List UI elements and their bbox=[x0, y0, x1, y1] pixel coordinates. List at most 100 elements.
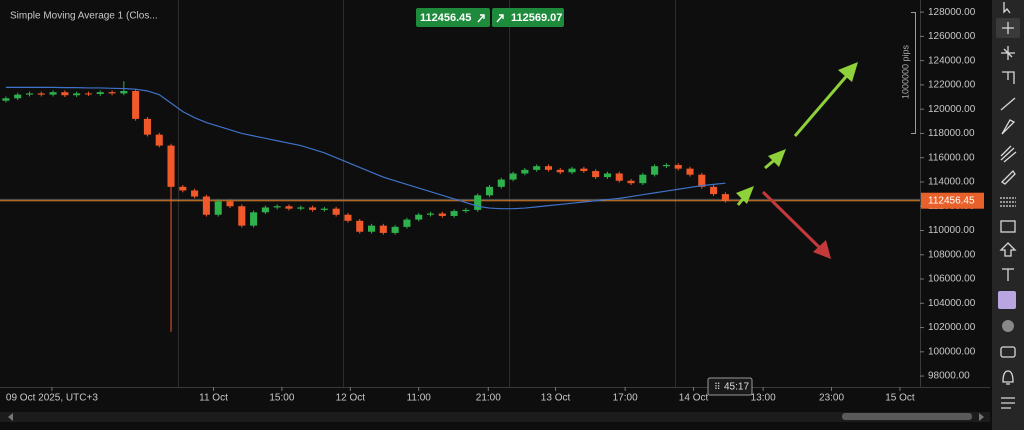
price-tag-bg bbox=[921, 192, 984, 209]
candle-body bbox=[285, 206, 293, 209]
scroll-left[interactable] bbox=[8, 413, 13, 421]
y-tick-label: 100000.00 bbox=[928, 346, 976, 357]
ask-button-bg[interactable] bbox=[492, 8, 564, 27]
candle-body bbox=[568, 168, 576, 173]
scrollbar-track bbox=[0, 412, 990, 422]
tool-style[interactable] bbox=[1002, 320, 1014, 332]
arrow-down[interactable] bbox=[761, 190, 824, 252]
candle-body bbox=[438, 213, 446, 216]
tool-measure[interactable] bbox=[1002, 71, 1015, 84]
candle-body bbox=[639, 174, 647, 184]
x-tick-label: 12 Oct bbox=[336, 393, 366, 404]
candle-body bbox=[686, 168, 694, 175]
y-tick-label: 118000.00 bbox=[928, 128, 975, 139]
candle-body bbox=[202, 196, 210, 215]
y-tick-label: 104000.00 bbox=[928, 298, 976, 309]
candle-body bbox=[356, 220, 364, 232]
candle-body bbox=[2, 98, 10, 101]
candle-body bbox=[698, 174, 706, 187]
candle-body bbox=[403, 219, 411, 227]
drawing-arrows[interactable] bbox=[736, 62, 858, 259]
candle-body bbox=[250, 212, 258, 226]
range-label: 1000000 pips bbox=[900, 44, 910, 99]
scrollbar-thumb[interactable] bbox=[842, 413, 972, 420]
candle-body bbox=[37, 93, 45, 95]
toolbar bbox=[992, 0, 1024, 430]
y-tick-label: 106000.00 bbox=[928, 274, 976, 285]
x-tick-label: 11:00 bbox=[407, 393, 432, 404]
tool-channel[interactable] bbox=[1000, 145, 1017, 163]
tool-color[interactable] bbox=[998, 291, 1016, 309]
countdown-box: ⠿ bbox=[707, 377, 753, 396]
x-tick-label: 09 Oct 2025, UTC+3 bbox=[6, 393, 98, 404]
y-tick-label: 116000.00 bbox=[928, 152, 975, 163]
candle-body bbox=[710, 186, 718, 195]
tool-alert[interactable] bbox=[1002, 370, 1014, 385]
sma-line bbox=[5, 86, 726, 210]
candle-body bbox=[320, 208, 328, 210]
arrow-up[interactable] bbox=[793, 71, 852, 137]
candle-body bbox=[238, 206, 246, 226]
toolbar-icons[interactable] bbox=[996, 2, 1020, 409]
tool-arrow[interactable] bbox=[999, 242, 1017, 257]
candle-body bbox=[120, 90, 128, 94]
candle-body bbox=[509, 173, 517, 180]
tool-crosshair[interactable] bbox=[1002, 22, 1014, 34]
y-tick-label: 110000.00 bbox=[928, 225, 975, 236]
candle-body bbox=[533, 166, 541, 170]
arrow-head bbox=[838, 62, 858, 82]
x-tick-label: 23:00 bbox=[819, 393, 844, 404]
candle-body bbox=[214, 201, 222, 215]
candle-body bbox=[179, 186, 187, 191]
bid-price[interactable]: 112456.45 bbox=[420, 12, 471, 24]
tool-zoom[interactable] bbox=[1001, 46, 1015, 60]
bid-button[interactable]: 112456.45 bbox=[416, 8, 490, 27]
y-tick-label: 102000.00 bbox=[928, 322, 976, 333]
candle-body bbox=[49, 92, 57, 95]
arrow-head bbox=[768, 149, 786, 167]
indicator-label: Simple Moving Average 1 (Clos... bbox=[10, 11, 158, 22]
tool-brush[interactable] bbox=[1000, 169, 1016, 185]
countdown: 45:17 bbox=[724, 382, 749, 393]
candle-body bbox=[226, 201, 234, 207]
countdown-grip: ⠿ bbox=[714, 381, 721, 391]
candle-body bbox=[261, 207, 269, 213]
x-tick-label: 15:00 bbox=[269, 393, 294, 404]
arrow-head bbox=[813, 240, 831, 259]
candle-body bbox=[415, 214, 423, 220]
y-tick-label: 98000.00 bbox=[928, 371, 970, 382]
tool-pencil[interactable] bbox=[1001, 119, 1016, 135]
candle-body bbox=[344, 214, 352, 221]
tool-cursor[interactable] bbox=[1003, 2, 1011, 14]
ask-price[interactable]: 112569.07 bbox=[511, 12, 562, 24]
candle-body bbox=[14, 94, 22, 99]
candle-body bbox=[426, 213, 435, 215]
candle-body bbox=[462, 209, 470, 212]
tool-line[interactable] bbox=[1000, 97, 1016, 111]
candle-body bbox=[627, 180, 635, 184]
price-tag: 112456.45 bbox=[928, 195, 975, 206]
candle-body bbox=[379, 225, 387, 233]
x-tick-label: 17:00 bbox=[613, 393, 638, 404]
candle-body bbox=[497, 179, 505, 187]
ask-arrow bbox=[496, 14, 504, 23]
tool-fib[interactable] bbox=[1000, 197, 1016, 207]
candle-body bbox=[721, 194, 729, 201]
tool-list[interactable] bbox=[1001, 397, 1015, 409]
candle-body bbox=[391, 226, 399, 233]
bid-button-bg[interactable] bbox=[416, 8, 490, 27]
ask-button[interactable]: 112569.07 bbox=[492, 8, 564, 27]
candle-body bbox=[96, 92, 104, 95]
candle-body bbox=[485, 186, 494, 196]
tool-rect[interactable] bbox=[1000, 220, 1016, 233]
y-tick-label: 124000.00 bbox=[928, 55, 976, 66]
tool-text[interactable] bbox=[1002, 268, 1014, 281]
candle-body bbox=[73, 93, 81, 96]
candle-body bbox=[474, 195, 482, 210]
scroll-right[interactable] bbox=[979, 413, 984, 421]
y-tick-label: 122000.00 bbox=[928, 80, 976, 91]
tool-screenshot[interactable] bbox=[1000, 346, 1016, 358]
range-bracket bbox=[911, 12, 916, 134]
